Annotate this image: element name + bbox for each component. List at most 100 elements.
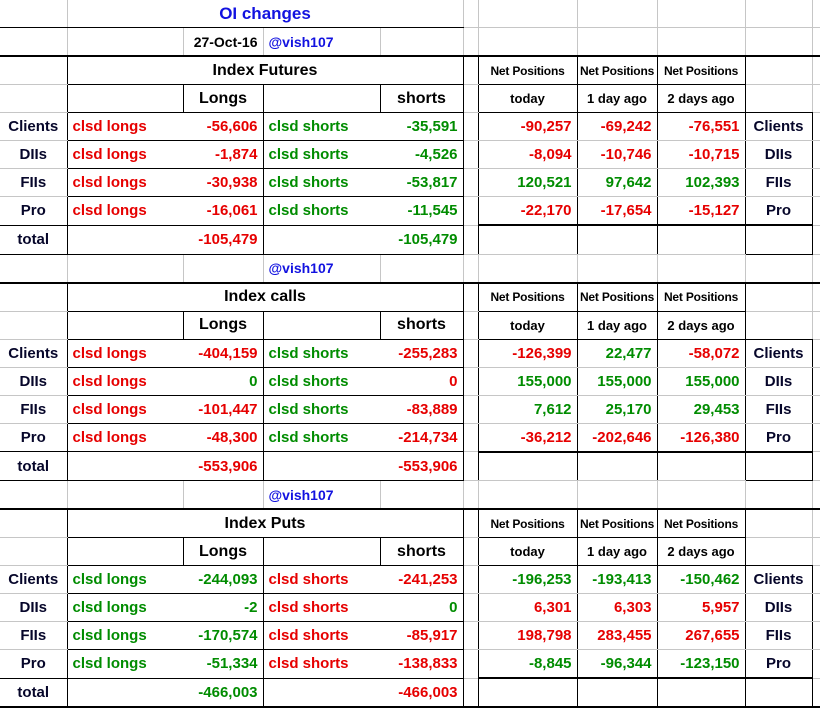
edge-cell xyxy=(812,678,820,708)
empty-cell xyxy=(657,678,746,708)
net-today-value: -8,094 xyxy=(478,140,578,169)
clsd-longs-label: clsd longs xyxy=(67,168,183,197)
total-longs-value: -553,906 xyxy=(183,451,264,481)
empty-cell xyxy=(577,0,658,28)
net-today-value: -90,257 xyxy=(478,112,578,141)
net-positions-header: Net Positions xyxy=(577,509,658,538)
empty-cell xyxy=(0,282,68,312)
report-date: 27-Oct-16 xyxy=(183,27,264,57)
clsd-longs-label: clsd longs xyxy=(67,649,183,679)
longs-value: -1,874 xyxy=(183,140,264,169)
edge-cell xyxy=(812,84,820,113)
net-positions-header: Net Positions xyxy=(577,56,658,85)
title-row: OI changes xyxy=(0,0,820,28)
longs-value: -170,574 xyxy=(183,621,264,650)
empty-cell xyxy=(0,311,68,340)
net-positions-header: Net Positions xyxy=(657,56,746,85)
clsd-shorts-label: clsd shorts xyxy=(263,423,380,452)
empty-cell xyxy=(577,27,658,57)
row-label-right: FIIs xyxy=(745,395,813,424)
spacer-cell xyxy=(463,168,479,197)
edge-cell xyxy=(812,311,820,340)
empty-cell xyxy=(67,84,184,113)
net-1day-value: 6,303 xyxy=(577,593,658,622)
spacer-cell xyxy=(463,282,479,312)
total-longs-value: -105,479 xyxy=(183,225,264,255)
longs-value: -101,447 xyxy=(183,395,264,424)
clsd-longs-label: clsd longs xyxy=(67,140,183,169)
net-1day-value: 155,000 xyxy=(577,367,658,396)
clsd-longs-label: clsd longs xyxy=(67,395,183,424)
subheader-today: today xyxy=(478,84,578,113)
edge-cell xyxy=(812,225,820,255)
row-label-right: FIIs xyxy=(745,168,813,197)
spacer-cell xyxy=(463,367,479,396)
empty-cell xyxy=(657,254,746,284)
author-handle: @vish107 xyxy=(263,480,381,510)
clsd-shorts-label: clsd shorts xyxy=(263,593,380,622)
clsd-longs-label: clsd longs xyxy=(67,593,183,622)
spacer-cell xyxy=(463,0,479,28)
table-row: Pro clsd longs -16,061 clsd shorts -11,5… xyxy=(0,196,820,226)
net-1day-value: -69,242 xyxy=(577,112,658,141)
empty-cell xyxy=(478,451,578,481)
shorts-value: -85,917 xyxy=(380,621,464,650)
clsd-longs-label: clsd longs xyxy=(67,565,183,594)
net-positions-header: Net Positions xyxy=(657,282,746,312)
edge-cell xyxy=(812,282,820,312)
spacer-cell xyxy=(463,678,479,708)
longs-value: -48,300 xyxy=(183,423,264,452)
empty-cell xyxy=(478,678,578,708)
net-1day-value: 97,642 xyxy=(577,168,658,197)
net-2day-value: -58,072 xyxy=(657,339,746,368)
spacer-cell xyxy=(463,254,479,284)
total-row: total -466,003 -466,003 xyxy=(0,678,820,708)
row-label: DIIs xyxy=(0,140,68,169)
empty-cell xyxy=(0,0,68,28)
net-1day-value: -96,344 xyxy=(577,649,658,679)
section-title: Index calls xyxy=(67,282,464,312)
total-row: total -105,479 -105,479 xyxy=(0,225,820,255)
empty-cell xyxy=(0,84,68,113)
edge-cell xyxy=(812,112,820,141)
spacer-cell xyxy=(463,593,479,622)
net-today-value: -8,845 xyxy=(478,649,578,679)
empty-cell xyxy=(263,84,381,113)
net-1day-value: -17,654 xyxy=(577,196,658,226)
empty-cell xyxy=(0,537,68,566)
section-index-puts: Index Puts Net Positions Net Positions N… xyxy=(0,509,820,708)
empty-cell xyxy=(380,254,464,284)
clsd-longs-label: clsd longs xyxy=(67,112,183,141)
empty-cell xyxy=(478,480,578,510)
net-today-value: 120,521 xyxy=(478,168,578,197)
shorts-value: -241,253 xyxy=(380,565,464,594)
shorts-value: -83,889 xyxy=(380,395,464,424)
net-today-value: -196,253 xyxy=(478,565,578,594)
subheader-1-day-ago: 1 day ago xyxy=(577,84,658,113)
net-positions-header: Net Positions xyxy=(657,509,746,538)
row-label-right: Pro xyxy=(745,649,813,679)
row-label: DIIs xyxy=(0,367,68,396)
spacer-cell xyxy=(463,423,479,452)
edge-cell xyxy=(812,339,820,368)
subheader-today: today xyxy=(478,311,578,340)
clsd-shorts-label: clsd shorts xyxy=(263,339,380,368)
table-row: DIIs clsd longs -2 clsd shorts 0 6,301 6… xyxy=(0,593,820,622)
empty-cell xyxy=(67,537,184,566)
net-2day-value: -126,380 xyxy=(657,423,746,453)
clsd-longs-label: clsd longs xyxy=(67,621,183,650)
total-label: total xyxy=(0,451,68,481)
empty-cell xyxy=(0,254,68,284)
total-shorts-value: -105,479 xyxy=(380,225,464,255)
net-1day-value: 25,170 xyxy=(577,395,658,424)
longs-value: -16,061 xyxy=(183,196,264,226)
edge-cell xyxy=(812,27,820,57)
clsd-shorts-label: clsd shorts xyxy=(263,621,380,650)
net-today-value: 155,000 xyxy=(478,367,578,396)
author-handle: @vish107 xyxy=(263,27,381,57)
date-row: 27-Oct-16 @vish107 xyxy=(0,27,820,57)
empty-cell xyxy=(745,282,813,312)
empty-cell xyxy=(657,451,746,481)
longs-value: -30,938 xyxy=(183,168,264,197)
